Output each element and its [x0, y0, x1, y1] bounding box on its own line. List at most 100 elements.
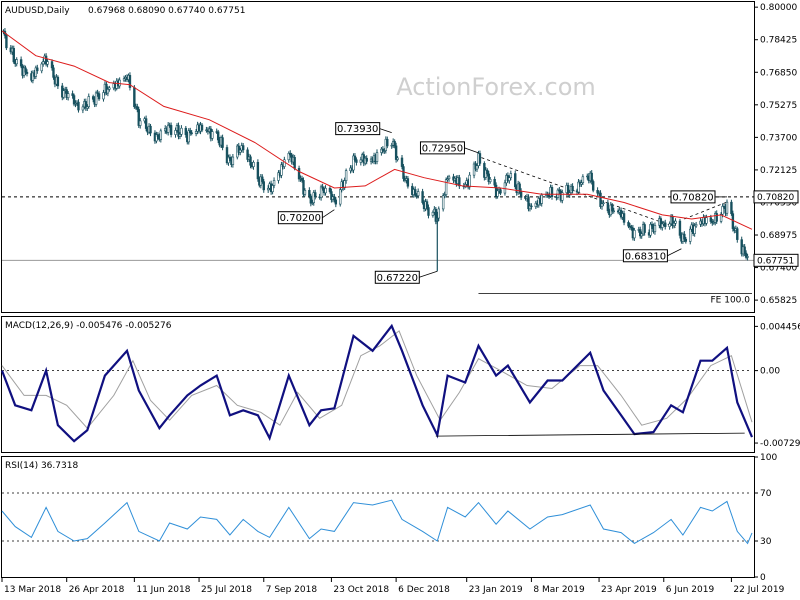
candle-body: [396, 157, 399, 160]
candle-body: [393, 141, 396, 147]
candle-body: [489, 178, 492, 182]
candle-body: [187, 130, 190, 143]
candle-body: [303, 190, 307, 195]
chart-ohlc: 0.67968 0.68090 0.67740 0.67751: [88, 6, 245, 16]
candle-body: [261, 176, 264, 182]
price-y-tick-label: 0.67400: [760, 264, 797, 274]
candle-body: [159, 130, 163, 140]
candle-body: [241, 145, 245, 151]
candle-body: [225, 147, 229, 164]
candle-body: [577, 181, 580, 193]
candle-body: [216, 131, 220, 141]
time-label: 22 Jul 2019: [733, 585, 784, 595]
watermark: ActionForex.com: [396, 73, 596, 101]
candle-body: [246, 149, 249, 160]
candle-body: [300, 177, 304, 181]
candle-body: [674, 220, 677, 224]
candle-body: [50, 61, 54, 69]
candle-body: [653, 224, 657, 233]
candle-body: [627, 222, 630, 227]
candle-body: [52, 67, 55, 78]
price-y-tick-label: 0.80000: [760, 3, 797, 13]
candle-body: [400, 157, 404, 167]
annotation-box: [622, 249, 668, 263]
candle-body: [287, 153, 290, 161]
candle-body: [493, 178, 496, 186]
candle-body: [683, 233, 686, 240]
price-y-tick-label: 0.78425: [760, 36, 797, 46]
candle-body: [447, 176, 451, 180]
candle-body: [383, 150, 386, 152]
candle-body: [239, 149, 242, 153]
candle-body: [689, 228, 692, 242]
candle-body: [684, 238, 688, 242]
candle-body: [319, 186, 323, 198]
candle-body: [709, 217, 713, 222]
candle-body: [458, 177, 461, 187]
candle-body: [744, 252, 748, 258]
candle-body: [659, 218, 663, 228]
candle-body: [77, 101, 80, 111]
macd-signal-line: [1, 330, 753, 429]
candle-body: [499, 189, 502, 194]
candle-body: [169, 125, 173, 135]
candle-body: [721, 206, 724, 215]
candle-body: [416, 191, 420, 197]
candle-body: [514, 173, 517, 188]
candle-body: [343, 180, 346, 189]
candle-body: [180, 127, 183, 135]
candle-body: [606, 202, 610, 212]
candle-body: [540, 194, 543, 204]
candle-body: [668, 223, 671, 227]
candle-body: [730, 201, 733, 214]
annotation-box: [335, 122, 381, 136]
candle-body: [118, 79, 121, 87]
annotation-label: 0.67220: [377, 273, 418, 284]
candle-body: [671, 216, 674, 226]
candle-body: [599, 192, 602, 207]
candle-body: [475, 165, 479, 170]
candle-body: [630, 226, 633, 229]
candle-body: [87, 96, 90, 107]
candle-body: [280, 164, 283, 176]
candle-body: [271, 185, 274, 193]
candle-body: [386, 138, 389, 147]
candle-body: [133, 87, 136, 108]
candle-body: [394, 145, 398, 160]
candle-body: [272, 180, 276, 186]
candle-body: [746, 256, 749, 258]
annotation-leader: [419, 270, 438, 278]
candle-body: [177, 125, 180, 137]
candle-body: [437, 208, 440, 219]
candle-body: [36, 67, 39, 72]
candle-body: [144, 118, 148, 129]
candle-body: [330, 191, 333, 200]
candle-body: [431, 211, 435, 216]
time-label: 26 Apr 2018: [69, 585, 125, 595]
candle-body: [705, 217, 708, 224]
candle-body: [19, 59, 23, 67]
annotation-leader: [464, 147, 479, 154]
candle-body: [256, 161, 260, 180]
candle-body: [719, 213, 723, 222]
annotation-box: [670, 190, 716, 204]
candle-body: [365, 157, 368, 162]
candle-body: [149, 125, 152, 134]
annotation-box: [374, 270, 420, 284]
price-y-tick-label: 0.72125: [760, 166, 797, 176]
candle-body: [600, 203, 604, 207]
candle-body: [519, 191, 523, 198]
candle-body: [309, 195, 313, 204]
candle-body: [324, 187, 327, 194]
candle-body: [508, 177, 511, 181]
price-level-tag: [753, 253, 799, 267]
candle-body: [194, 131, 198, 134]
candle-body: [72, 95, 76, 105]
candle-body: [693, 225, 696, 234]
candle-body: [694, 224, 698, 227]
rsi-panel: 100 70 30 0 RSI(14) 36.7318: [1, 453, 777, 583]
candle-body: [40, 63, 43, 72]
candle-body: [518, 183, 521, 192]
candle-body: [421, 191, 424, 203]
